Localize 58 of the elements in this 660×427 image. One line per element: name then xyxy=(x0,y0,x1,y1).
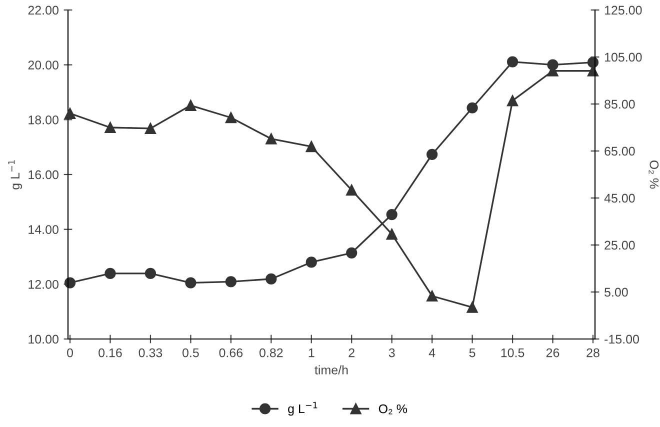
x-tick-label: 0 xyxy=(67,348,73,358)
x-tick-label: 4 xyxy=(428,348,436,358)
legend-label: g L$^{−1}$ xyxy=(288,402,318,416)
point xyxy=(386,208,398,220)
x-tick-label: 2 xyxy=(348,348,354,358)
x-tick-label: 26 xyxy=(546,348,560,358)
y2-tick-label: 125.00 xyxy=(604,6,642,15)
point xyxy=(346,247,358,258)
y-tick-label: 14.00 xyxy=(28,225,58,234)
point xyxy=(144,122,156,134)
point xyxy=(466,302,478,313)
point xyxy=(64,108,76,119)
point xyxy=(64,277,76,288)
y-tick-label: 20.00 xyxy=(28,60,58,70)
y2-tick-label: 105.00 xyxy=(604,52,642,62)
y-axis-title: g L$^{−1}$ xyxy=(8,160,22,190)
x-tick-label: 3 xyxy=(388,348,395,358)
x-tick-label: 28 xyxy=(586,348,600,358)
point xyxy=(506,56,518,68)
point xyxy=(426,290,438,302)
point xyxy=(426,148,438,160)
y2-tick-label: 25.00 xyxy=(604,240,635,250)
y2-tick-label: -15.00 xyxy=(604,334,639,344)
y2-tick-label: 45.00 xyxy=(604,194,635,203)
point xyxy=(466,102,478,114)
point xyxy=(346,184,358,196)
point xyxy=(386,228,398,240)
x-tick-label: 1 xyxy=(308,348,314,358)
point xyxy=(306,140,317,152)
point xyxy=(185,277,196,288)
point xyxy=(225,276,236,288)
y-tick-label: 12.00 xyxy=(28,280,58,289)
point xyxy=(306,256,317,268)
legend-label: O₂ % xyxy=(378,404,408,414)
point xyxy=(506,95,518,106)
y-tick-label: 18.00 xyxy=(28,115,58,124)
y-tick-label: 10.00 xyxy=(28,334,58,344)
y-tick-label: 16.00 xyxy=(28,170,58,180)
point xyxy=(104,268,116,280)
y2-axis-title: O₂ % xyxy=(648,160,659,189)
x-tick-label: 0.16 xyxy=(98,348,122,358)
point xyxy=(225,112,236,124)
y2-tick-label: 85.00 xyxy=(604,100,635,109)
point xyxy=(266,133,277,144)
x-tick-label: 10.5 xyxy=(501,348,524,358)
y2-tick-label: 65.00 xyxy=(604,146,635,156)
x-tick-label: 0.33 xyxy=(138,348,162,358)
y-tick-label: 22.00 xyxy=(28,6,58,15)
x-tick-label: 0.66 xyxy=(219,348,243,358)
x-tick-label: 0.5 xyxy=(182,348,199,358)
point xyxy=(104,122,116,134)
x-tick-label: 5 xyxy=(469,348,476,358)
point xyxy=(185,100,196,111)
point xyxy=(266,273,277,285)
x-axis-title: time/h xyxy=(314,365,348,374)
x-tick-label: 0.82 xyxy=(259,348,283,358)
point xyxy=(144,268,156,280)
y2-tick-label: 5.00 xyxy=(604,288,628,297)
